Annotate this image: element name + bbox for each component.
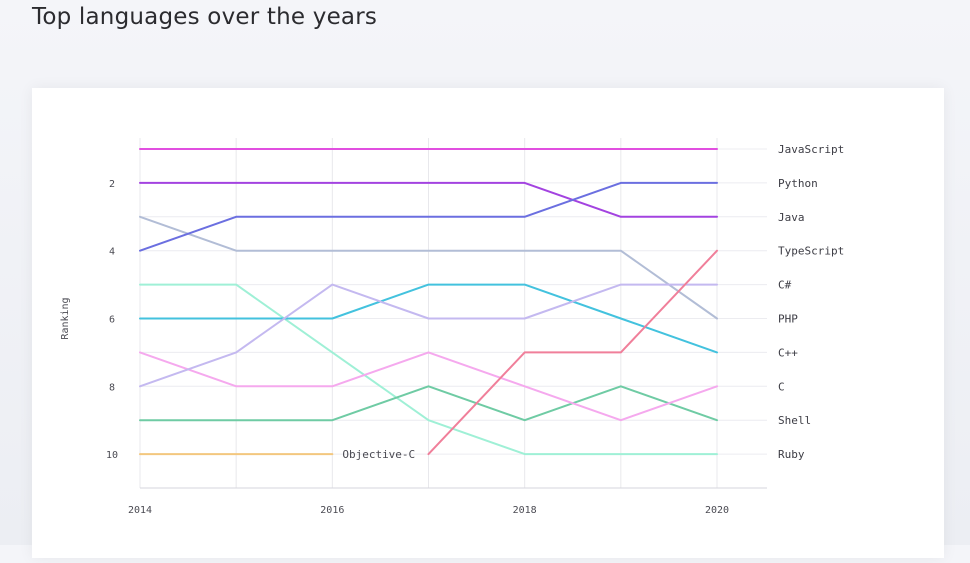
series-line-cpp	[139, 283, 718, 354]
series-label-python: Python	[778, 177, 818, 190]
y-tick-label: 2	[109, 179, 115, 190]
chart-lines	[139, 148, 718, 456]
series-line-ruby	[139, 283, 718, 456]
y-axis-title: Ranking	[60, 297, 71, 339]
x-tick-label: 2016	[320, 505, 344, 516]
chart-grid	[139, 138, 767, 489]
annotation-objective-c: Objective-C	[342, 448, 415, 461]
page-title: Top languages over the years	[32, 4, 378, 30]
series-label-typescript: TypeScript	[778, 245, 844, 258]
x-tick-label: 2020	[705, 505, 729, 516]
y-tick-label: 8	[109, 382, 115, 393]
series-label-cpp: C++	[778, 346, 798, 359]
chart-card: 2 4 6 8 10 2014 2016 2018 2020 Ranking JavaScript P…	[32, 88, 944, 558]
y-tick-label: 4	[109, 247, 115, 258]
series-line-shell	[139, 385, 718, 422]
series-line-python	[139, 181, 718, 252]
series-label-ruby: Ruby	[778, 448, 805, 461]
series-label-php: PHP	[778, 313, 798, 326]
chart-labels: 2 4 6 8 10 2014 2016 2018 2020 Ranking JavaScript P…	[60, 143, 844, 516]
series-line-csharp	[139, 283, 718, 388]
series-line-java	[139, 181, 718, 218]
bump-chart: 2 4 6 8 10 2014 2016 2018 2020 Ranking JavaScript P…	[60, 138, 844, 516]
series-label-c: C	[778, 380, 785, 393]
series-line-c	[139, 351, 718, 422]
series-label-shell: Shell	[778, 414, 811, 427]
series-label-javascript: JavaScript	[778, 143, 844, 156]
y-tick-label: 10	[106, 450, 118, 461]
x-tick-label: 2014	[128, 505, 152, 516]
series-line-php	[139, 215, 718, 320]
y-tick-label: 6	[109, 315, 115, 326]
series-line-typescript	[427, 249, 718, 456]
x-tick-label: 2018	[513, 505, 537, 516]
series-label-csharp: C#	[778, 279, 792, 292]
series-label-java: Java	[778, 211, 805, 224]
